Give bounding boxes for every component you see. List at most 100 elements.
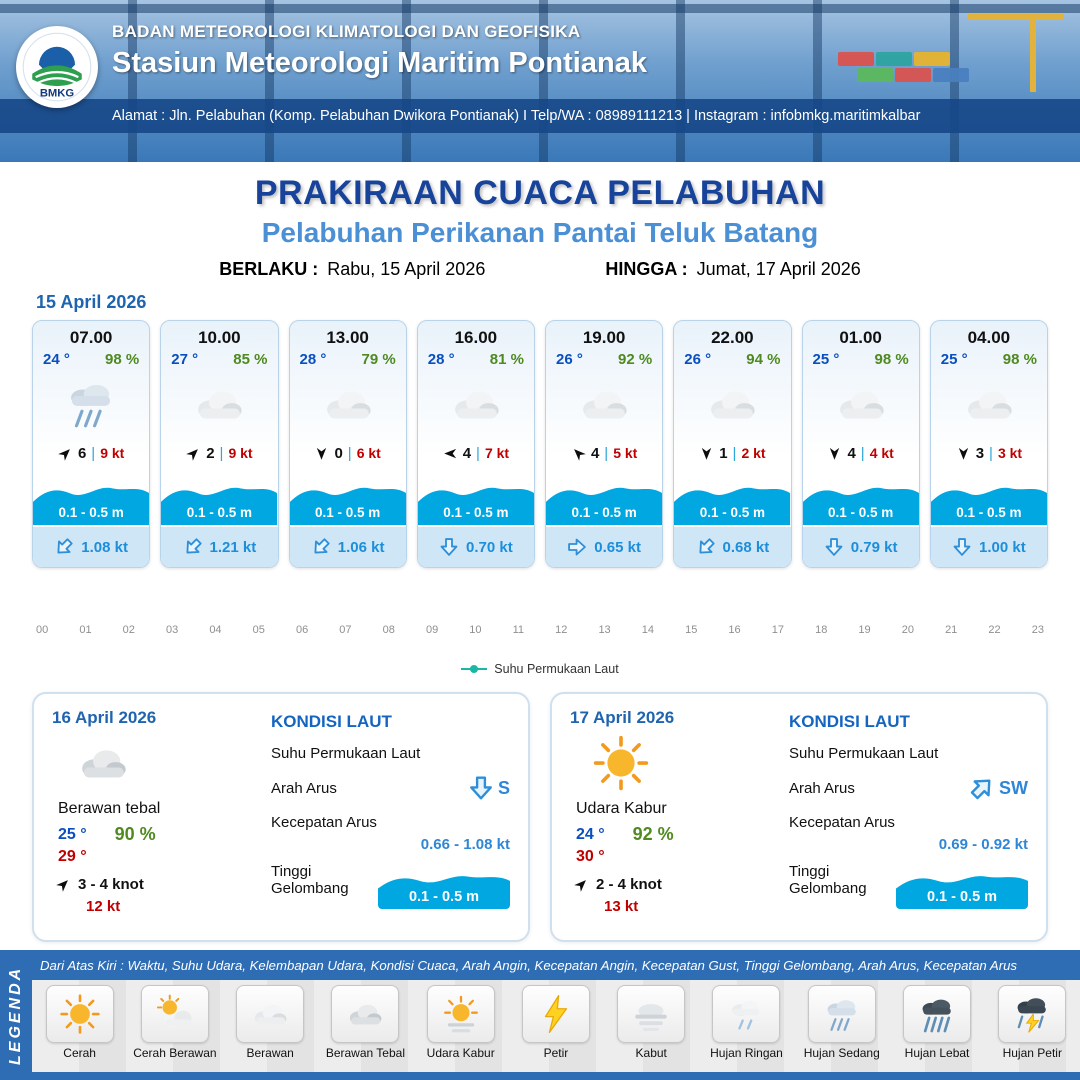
- wind-gust: 13 kt: [604, 898, 639, 915]
- humidity: 90 %: [114, 824, 156, 844]
- current-row: 0.65 kt: [546, 525, 663, 567]
- lightning-icon: [521, 985, 590, 1043]
- hour-tick: 03: [165, 624, 179, 636]
- wave-band: 0.1 - 0.5 m: [290, 473, 406, 525]
- wind-direction-icon: [183, 442, 204, 463]
- current-direction: SW: [999, 777, 1028, 798]
- hourly-card-1300: 13.00 28 ° 79 % 0 | 6 kt 0.1 - 0.5 m 1.06…: [288, 320, 407, 568]
- daily-card-17-april: 17 April 2026 Udara Kabur 24 ° 92 % 30 °…: [550, 692, 1048, 942]
- wind-gust: 4 kt: [869, 445, 894, 461]
- thick-cloud-icon: [331, 985, 400, 1043]
- wind-gust: 2 kt: [741, 445, 766, 461]
- hour-tick: 17: [771, 624, 784, 636]
- wind-row: 1 | 2 kt: [674, 440, 790, 466]
- wave-height: 0.1 - 0.5 m: [443, 505, 509, 520]
- sea-conditions: KONDISI LAUT Suhu Permukaan Laut Arah Ar…: [789, 708, 1028, 926]
- air-temperature: 28 °: [427, 351, 455, 368]
- air-temperature: 26 °: [556, 351, 583, 368]
- hour-tick: 16: [728, 624, 741, 636]
- humidity: 92 %: [618, 351, 653, 368]
- valid-from: BERLAKU : Rabu, 15 April 2026: [219, 259, 485, 280]
- hour-tick: 15: [685, 624, 698, 636]
- hour-tick: 10: [469, 624, 482, 636]
- current-row: 1.00 kt: [930, 525, 1047, 567]
- air-temperature: 25 °: [812, 351, 840, 368]
- container-graphic: [838, 52, 874, 66]
- hour-tick: 09: [425, 624, 439, 636]
- wind-direction-icon: [568, 442, 589, 463]
- current-speed: 0.70 kt: [466, 538, 513, 556]
- station-address: Alamat : Jln. Pelabuhan (Komp. Pelabuhan…: [112, 108, 921, 124]
- weather-icon-berawan: [931, 368, 1047, 440]
- weather-icon-berawan-tebal: [52, 732, 257, 794]
- sst-series-marker: [461, 665, 488, 673]
- wave-height: 0.1 - 0.5 m: [699, 505, 766, 520]
- cloud-icon: [236, 985, 305, 1043]
- legend-bottom-bar: [32, 1072, 1080, 1080]
- hour-tick: 21: [945, 624, 958, 636]
- hour-tick: 13: [598, 624, 611, 636]
- current-direction-label: Arah Arus: [271, 779, 337, 797]
- hourly-card-1900: 19.00 26 ° 92 % 4 | 5 kt 0.1 - 0.5 m 0.65…: [545, 320, 664, 568]
- container-graphic: [876, 52, 912, 66]
- current-row: 0.70 kt: [417, 525, 534, 567]
- current-row: 1.06 kt: [289, 525, 406, 567]
- address-band: Alamat : Jln. Pelabuhan (Komp. Pelabuhan…: [0, 99, 1080, 133]
- current-speed: 1.08 kt: [81, 538, 128, 556]
- sst-label: Suhu Permukaan Laut: [271, 745, 421, 762]
- bmkg-logo: BMKG: [16, 26, 98, 108]
- hour-tick: 11: [512, 624, 525, 636]
- page-title: PRAKIRAAN CUACA PELABUHAN: [254, 174, 826, 212]
- container-graphic: [895, 68, 931, 82]
- hourly-card-2200: 22.00 26 ° 94 % 1 | 2 kt 0.1 - 0.5 m 0.68…: [673, 320, 792, 568]
- divider: |: [604, 444, 609, 462]
- forecast-time: 19.00: [582, 328, 626, 347]
- weather-icon-berawan: [546, 368, 662, 440]
- humidity: 85 %: [233, 351, 268, 368]
- weather-icon-berawan: [674, 368, 790, 440]
- wind-direction-icon: [827, 446, 842, 461]
- wind-direction-icon: [55, 442, 76, 463]
- current-speed-label: Kecepatan Arus: [271, 814, 377, 831]
- light-rain-icon: [712, 985, 781, 1043]
- weather-icon-berawan: [161, 368, 277, 440]
- current-direction-icon: [691, 533, 719, 561]
- humidity: 98 %: [874, 351, 909, 368]
- hour-tick: 19: [858, 624, 871, 636]
- current-row: 1.08 kt: [33, 525, 150, 567]
- legend-item-petir: Petir: [510, 985, 602, 1060]
- hour-tick: 08: [382, 624, 395, 636]
- wind-row: 6 | 9 kt: [33, 440, 149, 466]
- sst-series-label: Suhu Permukaan Laut: [494, 662, 619, 676]
- current-speed-range: 0.69 - 0.92 kt: [938, 836, 1028, 853]
- sun-cloud-icon: [140, 985, 209, 1043]
- hour-tick: 07: [339, 624, 352, 636]
- humidity: 92 %: [632, 824, 674, 844]
- daily-date: 17 April 2026: [570, 708, 675, 727]
- valid-to: HINGGA : Jumat, 17 April 2026: [605, 259, 860, 280]
- crane-graphic: [968, 14, 1064, 20]
- wind-direction-icon: [571, 874, 592, 895]
- wind-row: 3 | 3 kt: [931, 440, 1047, 466]
- current-speed: 0.65 kt: [594, 538, 641, 556]
- wind-direction-icon: [699, 446, 714, 461]
- legend-item-hujan-sedang: Hujan Sedang: [796, 985, 888, 1060]
- weather-icon-berawan: [803, 368, 919, 440]
- current-speed: 1.21 kt: [209, 538, 257, 556]
- humidity: 94 %: [746, 351, 781, 368]
- forecast-time: 04.00: [967, 328, 1011, 347]
- sst-label: Suhu Permukaan Laut: [789, 745, 939, 762]
- valid-to-label: HINGGA :: [605, 259, 688, 279]
- wind-row: 0 | 6 kt: [290, 440, 406, 466]
- legend-item-udara-kabur: Udara Kabur: [415, 985, 507, 1060]
- page-subtitle: Pelabuhan Perikanan Pantai Teluk Batang: [261, 217, 819, 248]
- hour-tick: 04: [209, 624, 222, 636]
- wave-height: 0.1 - 0.5 m: [58, 505, 124, 520]
- forecast-time: 01.00: [839, 328, 882, 347]
- legend-section: LEGENDA Dari Atas Kiri : Waktu, Suhu Uda…: [0, 950, 1080, 1080]
- sea-conditions-heading: KONDISI LAUT: [271, 712, 392, 731]
- bmkg-logo-text: BMKG: [40, 87, 75, 99]
- air-temperature: 26 °: [684, 351, 712, 368]
- divider: |: [476, 444, 480, 462]
- container-graphic: [914, 52, 950, 66]
